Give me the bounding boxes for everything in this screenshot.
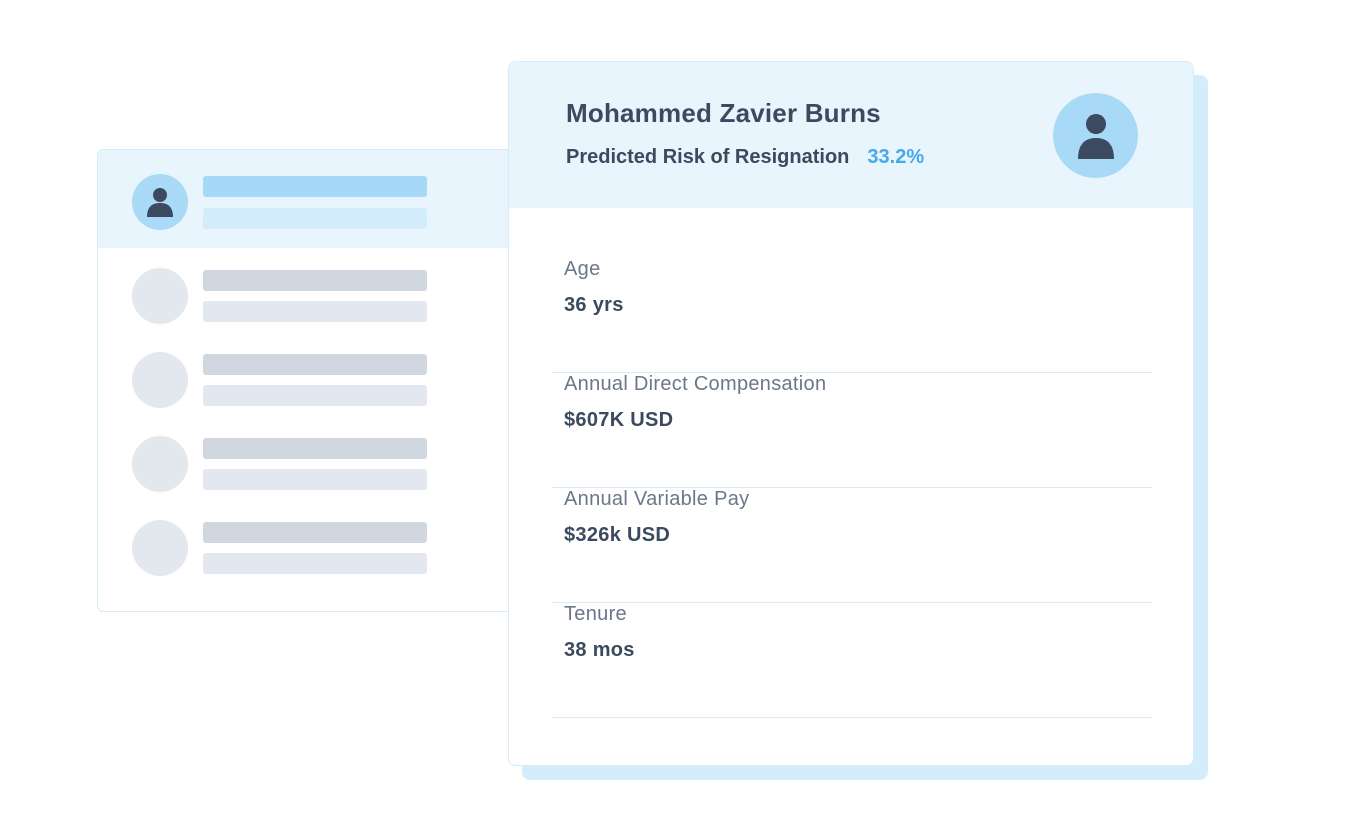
avatar-placeholder — [132, 352, 188, 408]
list-item-placeholder-subtitle — [203, 301, 427, 322]
field-label: Annual Variable Pay — [564, 488, 750, 510]
employee-detail-card: Mohammed Zavier Burns Predicted Risk of … — [508, 61, 1194, 766]
list-item[interactable] — [98, 500, 526, 584]
list-item[interactable] — [98, 248, 526, 332]
list-item[interactable] — [98, 332, 526, 416]
field-annual-direct-compensation: Annual Direct Compensation $607K USD — [552, 373, 1152, 488]
field-label: Age — [564, 258, 601, 280]
employee-name: Mohammed Zavier Burns — [566, 98, 881, 128]
risk-value: 33.2% — [867, 146, 925, 168]
field-annual-variable-pay: Annual Variable Pay $326k USD — [552, 488, 1152, 603]
field-value: $326k USD — [564, 524, 671, 546]
field-age: Age 36 yrs — [552, 258, 1152, 373]
list-item-selected[interactable] — [98, 150, 526, 248]
list-item-placeholder-title — [203, 176, 427, 197]
field-tenure: Tenure 38 mos — [552, 603, 1152, 718]
avatar-placeholder — [132, 268, 188, 324]
person-icon — [1077, 113, 1114, 159]
field-label: Annual Direct Compensation — [564, 373, 827, 395]
avatar — [1053, 93, 1138, 178]
avatar-placeholder — [132, 436, 188, 492]
person-icon — [147, 188, 173, 217]
list-item-placeholder-title — [203, 522, 427, 543]
card-header: Mohammed Zavier Burns Predicted Risk of … — [509, 62, 1193, 208]
list-item-placeholder-subtitle — [203, 553, 427, 574]
field-value: 38 mos — [564, 639, 635, 661]
avatar — [132, 174, 188, 230]
employee-list-panel — [97, 149, 527, 612]
list-item-placeholder-title — [203, 354, 427, 375]
avatar-placeholder — [132, 520, 188, 576]
list-item-placeholder-subtitle — [203, 208, 427, 229]
list-item-placeholder-title — [203, 438, 427, 459]
field-label: Tenure — [564, 603, 627, 625]
list-item-placeholder-subtitle — [203, 385, 427, 406]
list-item-placeholder-subtitle — [203, 469, 427, 490]
risk-label: Predicted Risk of Resignation — [566, 146, 850, 168]
field-value: $607K USD — [564, 409, 674, 431]
list-item[interactable] — [98, 416, 526, 500]
risk-line: Predicted Risk of Resignation 33.2% — [566, 146, 924, 169]
list-item-placeholder-title — [203, 270, 427, 291]
field-value: 36 yrs — [564, 294, 624, 316]
